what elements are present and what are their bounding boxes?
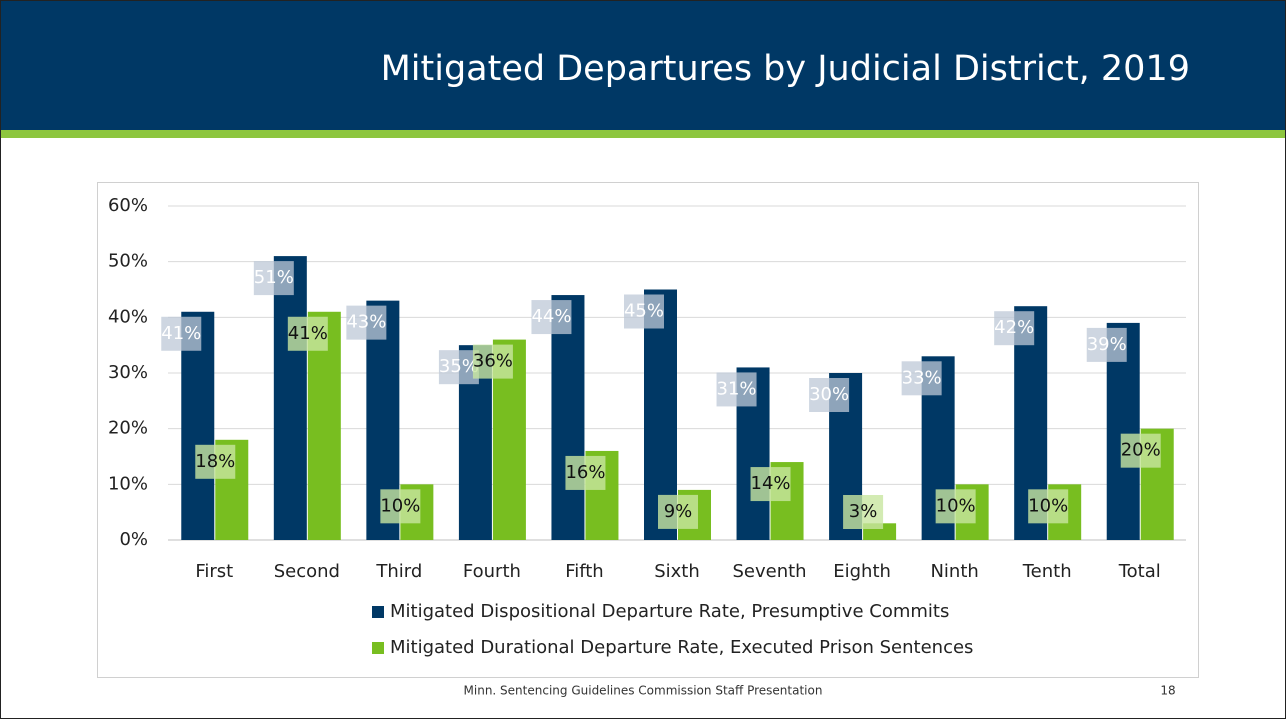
value-label: 30%	[809, 384, 849, 405]
y-tick-label: 10%	[108, 473, 148, 494]
value-label-box	[1028, 489, 1069, 524]
x-tick-label: Fourth	[463, 561, 521, 582]
value-label-box	[253, 261, 294, 296]
y-tick-label: 50%	[108, 251, 148, 272]
x-tick-label: Tenth	[1022, 561, 1072, 582]
value-label: 14%	[751, 473, 791, 494]
bar	[273, 256, 307, 540]
x-tick-label: Fifth	[565, 561, 604, 582]
legend-swatch	[372, 606, 384, 618]
bar	[551, 295, 585, 540]
legend-swatch	[372, 642, 384, 654]
y-tick-label: 0%	[119, 529, 148, 550]
y-tick-label: 40%	[108, 306, 148, 327]
page-number: 18	[1160, 684, 1175, 698]
value-label-box	[1086, 327, 1127, 362]
value-label-box	[1120, 433, 1161, 468]
legend-label: Mitigated Dispositional Departure Rate, …	[390, 601, 949, 622]
value-label-box	[346, 305, 387, 340]
value-label: 43%	[346, 312, 386, 333]
value-label-box	[380, 489, 421, 524]
value-label: 20%	[1121, 440, 1161, 461]
value-label: 16%	[565, 462, 605, 483]
value-label-box	[843, 495, 884, 529]
value-label-box	[716, 372, 757, 407]
value-label-box	[994, 311, 1035, 346]
value-label-box	[750, 467, 791, 502]
value-label: 45%	[624, 301, 664, 322]
x-tick-label: Eighth	[833, 561, 891, 582]
y-tick-label: 60%	[108, 195, 148, 216]
value-label-box	[658, 494, 698, 529]
value-label: 41%	[288, 323, 328, 344]
value-label-box	[472, 344, 513, 379]
x-tick-label: Seventh	[732, 561, 806, 582]
x-tick-label: Sixth	[654, 561, 700, 582]
value-label: 10%	[380, 495, 420, 516]
x-tick-label: Total	[1118, 561, 1161, 582]
value-label: 42%	[994, 317, 1034, 338]
y-tick-label: 30%	[108, 362, 148, 383]
value-label: 9%	[664, 501, 693, 522]
value-label: 51%	[254, 267, 294, 288]
x-tick-label: Second	[274, 561, 340, 582]
value-label: 33%	[902, 367, 942, 388]
value-label-box	[565, 455, 606, 490]
slide-title: Mitigated Departures by Judicial Distric…	[381, 49, 1190, 89]
value-label: 39%	[1087, 334, 1127, 355]
value-label-box	[161, 316, 202, 351]
value-label-box	[438, 350, 479, 385]
value-label-box	[624, 294, 664, 329]
footer-text: Minn. Sentencing Guidelines Commission S…	[464, 684, 823, 698]
legend-label: Mitigated Durational Departure Rate, Exe…	[390, 637, 973, 658]
y-tick-label: 20%	[108, 418, 148, 439]
value-label: 3%	[849, 501, 878, 522]
value-label: 31%	[717, 378, 757, 399]
value-label: 44%	[531, 306, 571, 327]
x-tick-label: First	[195, 561, 233, 582]
header-rule	[0, 130, 1286, 138]
header-band	[0, 0, 1286, 130]
value-label: 10%	[1028, 495, 1068, 516]
value-label-box	[809, 378, 850, 412]
value-label-box	[531, 300, 572, 335]
value-label: 36%	[473, 351, 513, 372]
x-tick-label: Ninth	[930, 561, 978, 582]
value-label: 35%	[439, 356, 479, 377]
value-label-box	[195, 444, 236, 479]
value-label: 18%	[195, 451, 235, 472]
value-label-box	[935, 489, 976, 524]
value-label-box	[287, 316, 328, 351]
value-label-box	[901, 361, 942, 396]
value-label: 41%	[161, 323, 201, 344]
value-label: 10%	[936, 495, 976, 516]
x-tick-label: Third	[375, 561, 422, 582]
